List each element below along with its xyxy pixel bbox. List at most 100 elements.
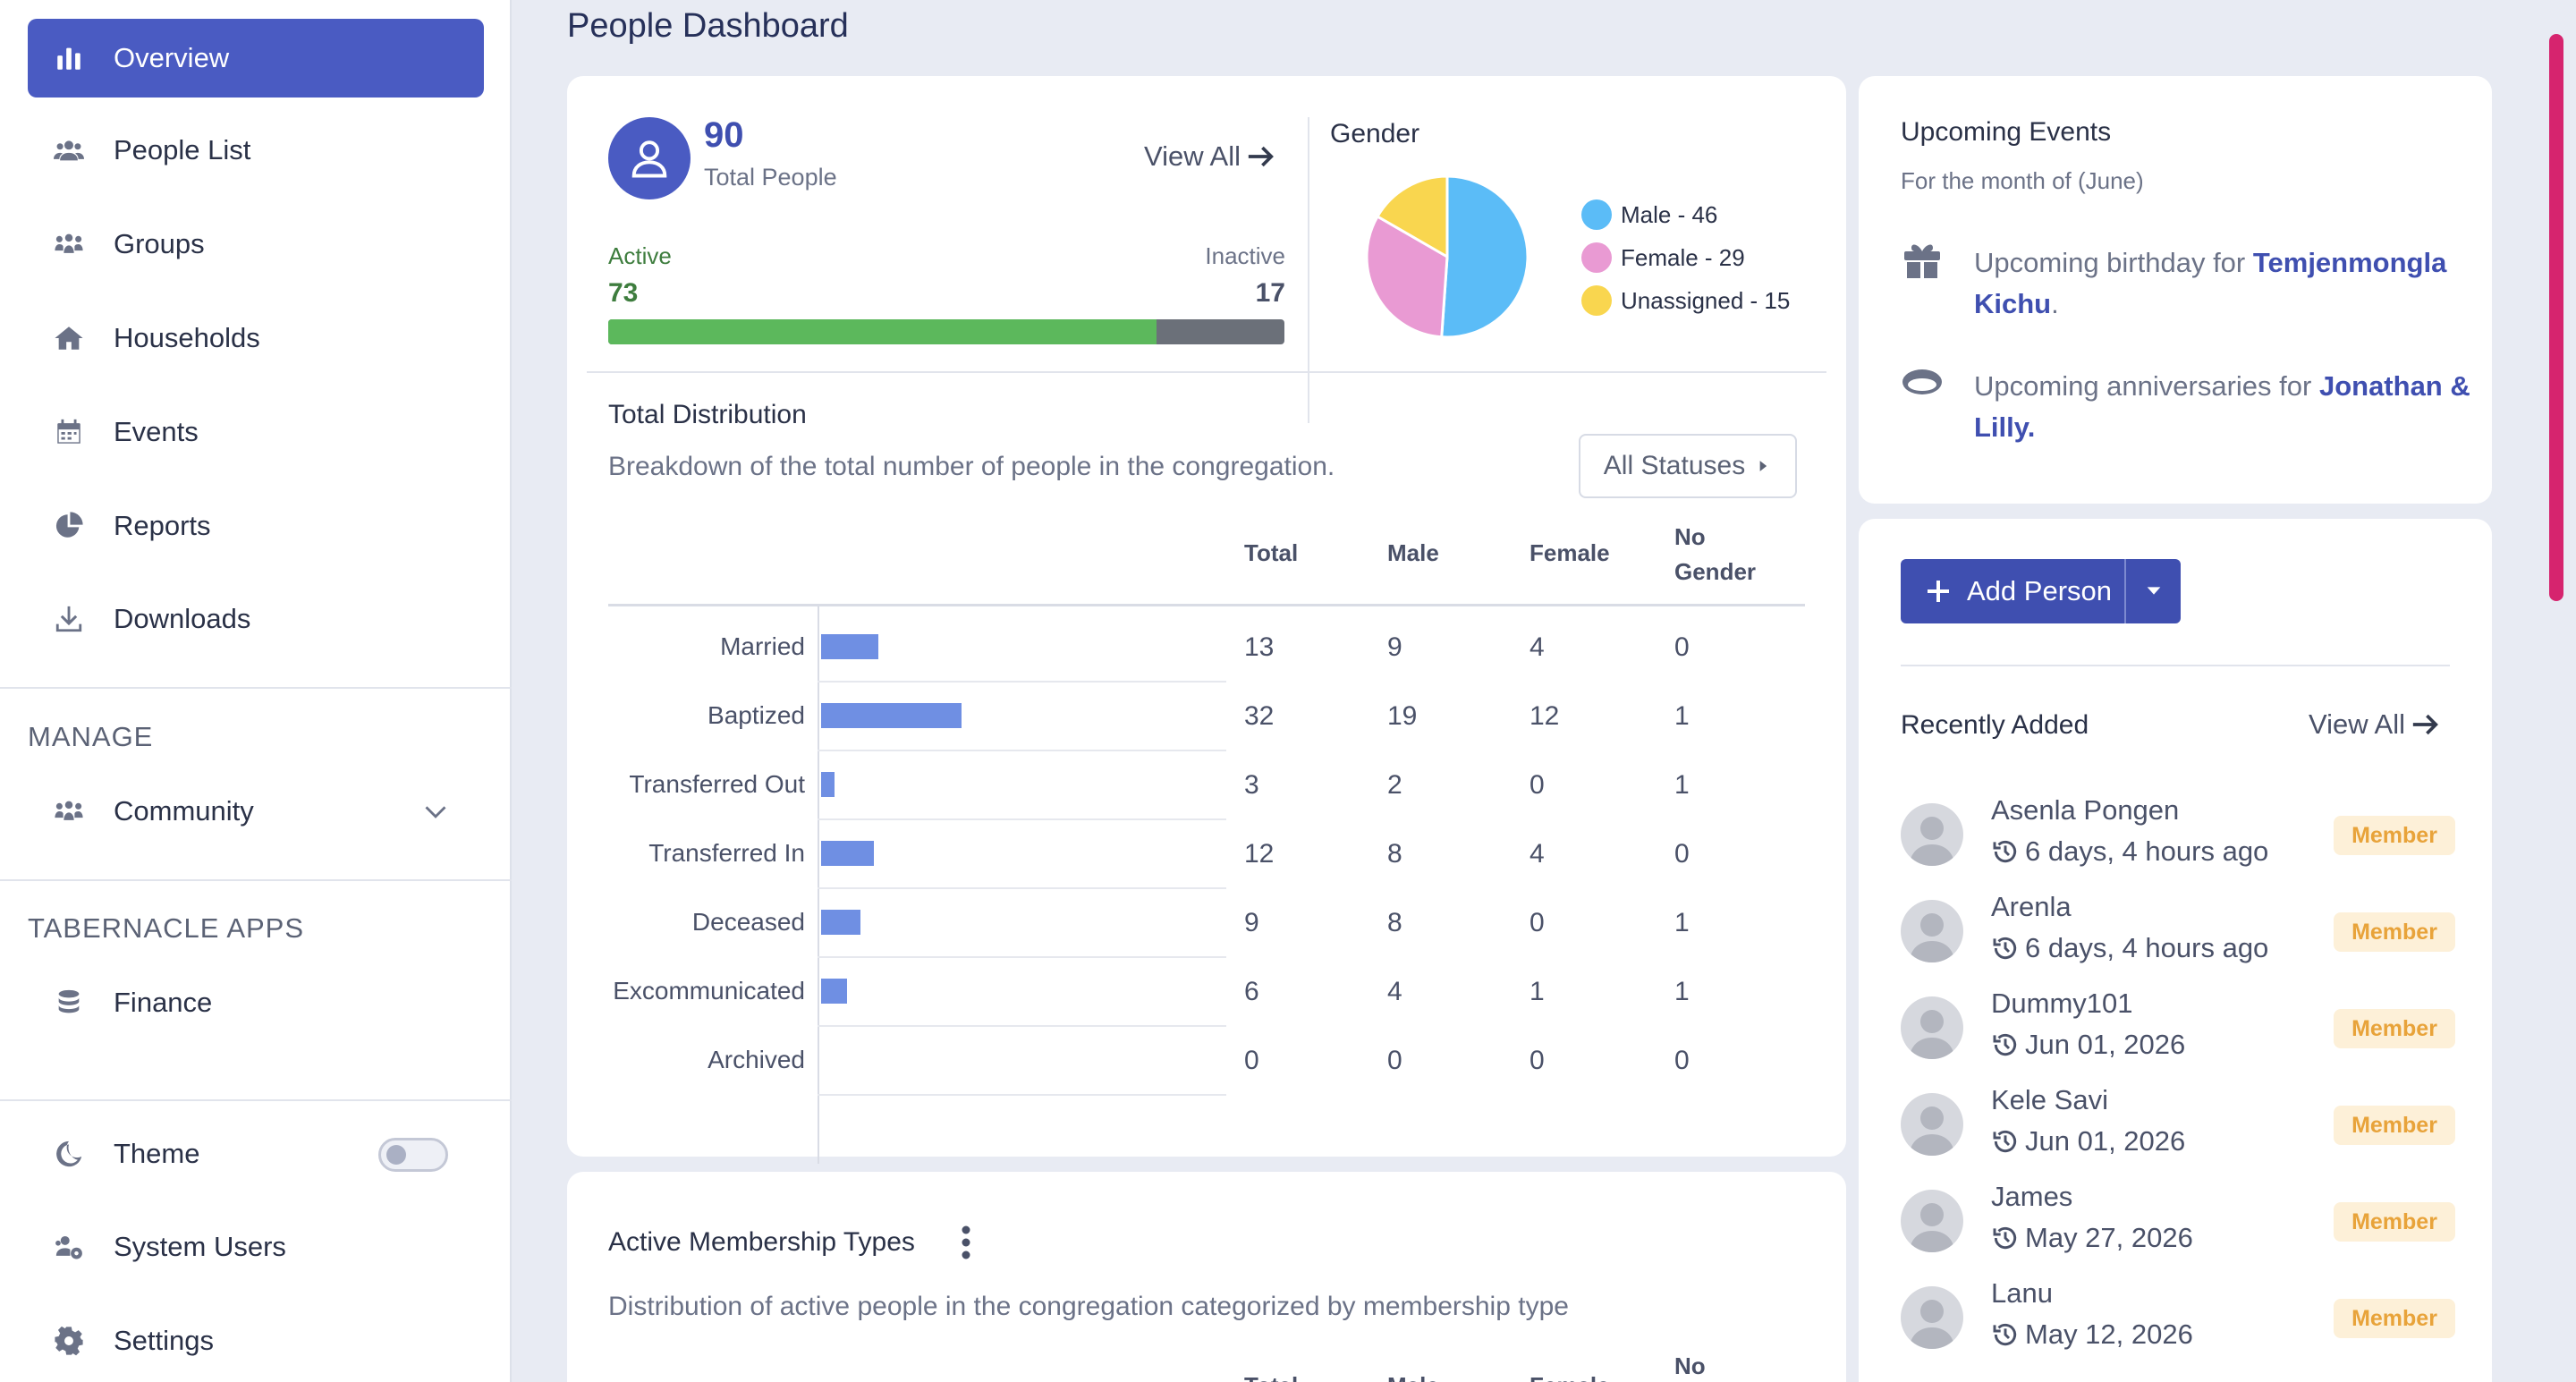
list-item[interactable]: Lanu May 12, 2026 Member (1901, 1277, 2455, 1367)
sidebar-item-label: Groups (114, 228, 205, 259)
person-added-time: 6 days, 4 hours ago (1991, 932, 2268, 964)
sidebar-item-finance[interactable]: Finance (28, 963, 484, 1042)
list-item[interactable]: Arenla 6 days, 4 hours ago Member (1901, 891, 2455, 980)
legend-unassigned: Unassigned - 15 (1581, 285, 1790, 316)
person-name[interactable]: Kele Savi (1991, 1084, 2108, 1115)
cell-female: 4 (1530, 632, 1545, 662)
cell-female: 1 (1530, 977, 1545, 1006)
cell-female: 12 (1530, 701, 1560, 731)
sidebar-item-downloads[interactable]: Downloads (28, 580, 484, 658)
sidebar-item-label: Households (114, 322, 260, 353)
history-icon (1993, 1226, 2017, 1250)
time-label: 6 days, 4 hours ago (2025, 835, 2269, 867)
sidebar-divider (0, 687, 512, 689)
col-total: Total (1244, 539, 1299, 566)
person-added-time: May 12, 2026 (1991, 1318, 2193, 1351)
list-item[interactable]: Asenla Pongen 6 days, 4 hours ago Member (1901, 794, 2455, 884)
distribution-title: Total Distribution (608, 400, 807, 429)
cell-total: 3 (1244, 770, 1259, 800)
membership-card: Active Membership Types Distribution of … (567, 1172, 1846, 1382)
view-all-recent-link[interactable]: View All (2309, 708, 2441, 741)
sidebar-item-community[interactable]: Community (28, 772, 484, 851)
row-divider (818, 1094, 1226, 1096)
chevron-down-icon[interactable] (423, 799, 448, 824)
col-female: Female (1530, 1372, 1610, 1382)
plus-icon (1928, 581, 1949, 602)
person-name[interactable]: Asenla Pongen (1991, 794, 2180, 826)
birthday-person-link[interactable]: Kichu (1974, 288, 2052, 319)
sidebar-item-groups[interactable]: Groups (28, 205, 484, 284)
section-label-apps: TABERNACLE APPS (28, 912, 305, 944)
sidebar-item-events[interactable]: Events (28, 393, 484, 471)
scrollbar-thumb[interactable] (2549, 34, 2563, 601)
sidebar-item-households[interactable]: Households (28, 299, 484, 377)
row-divider (818, 750, 1226, 751)
row-label: Transferred In (648, 839, 805, 867)
person-name[interactable]: Arenla (1991, 891, 2072, 922)
status-badge: Member (2334, 912, 2455, 952)
cell-total: 0 (1244, 1046, 1259, 1075)
pie-slice-unassigned (1376, 174, 1449, 259)
anniversary-person-link[interactable]: Jonathan (2318, 370, 2443, 402)
inactive-label: Inactive (1205, 242, 1285, 269)
anniversary-person-link[interactable]: & Lilly. (1974, 370, 2470, 443)
time-label: Jun 01, 2026 (2025, 1125, 2186, 1157)
sidebar-item-settings[interactable]: Settings (28, 1301, 484, 1380)
cell-female: 0 (1530, 1046, 1545, 1075)
distribution-bar (821, 841, 874, 866)
inactive-count: 17 (1255, 278, 1285, 308)
person-name[interactable]: James (1991, 1181, 2073, 1212)
row-label: Excommunicated (613, 977, 805, 1005)
vertical-divider (1308, 117, 1309, 423)
user-cog-icon (51, 1229, 87, 1265)
sidebar-item-overview[interactable]: Overview (28, 19, 484, 98)
time-label: May 27, 2026 (2025, 1222, 2193, 1253)
moon-icon (51, 1136, 87, 1172)
users-icon (51, 132, 87, 168)
cell-no-gender: 0 (1674, 632, 1690, 662)
birthday-suffix: . (2051, 288, 2059, 319)
ring-icon (1901, 360, 1944, 408)
col-no-gender-line2: Gender (1674, 558, 1757, 585)
events-subtitle: For the month of (June) (1901, 167, 2144, 194)
status-badge: Member (2334, 1106, 2455, 1145)
list-item[interactable]: Kele Savi Jun 01, 2026 Member (1901, 1084, 2455, 1174)
add-person-label: Add Person (1967, 575, 2112, 606)
distribution-bar (821, 979, 848, 1004)
view-all-people-link[interactable]: View All (1144, 140, 1276, 173)
anniversary-prefix: Upcoming anniversaries for (1974, 370, 2312, 402)
kebab-menu-icon[interactable] (961, 1225, 971, 1259)
sidebar-item-system-users[interactable]: System Users (28, 1208, 484, 1286)
sidebar-item-label: Theme (114, 1138, 200, 1169)
sidebar-divider (0, 879, 512, 881)
cell-no-gender: 0 (1674, 1046, 1690, 1075)
birthday-person-link[interactable]: Temjenmongla (2252, 247, 2447, 278)
caret-down-icon[interactable] (2144, 581, 2164, 600)
cell-male: 2 (1387, 770, 1402, 800)
caret-right-icon (1759, 461, 1767, 471)
col-no-gender: No (1674, 1352, 1706, 1379)
active-count: 73 (608, 278, 639, 308)
history-icon (1993, 1130, 2017, 1153)
theme-toggle[interactable] (378, 1138, 448, 1172)
status-filter-button[interactable]: All Statuses (1579, 434, 1797, 498)
list-item[interactable]: James May 27, 2026 Member (1901, 1181, 2455, 1270)
col-total: Total (1244, 1372, 1298, 1382)
avatar (1901, 1190, 1963, 1252)
cell-male: 8 (1387, 908, 1402, 937)
col-no-gender: No Gender (1674, 523, 1756, 586)
distribution-bar (821, 634, 878, 659)
active-progress-fill (608, 319, 1157, 344)
arrow-right-icon (2412, 714, 2438, 735)
sidebar-item-people-list[interactable]: People List (28, 111, 484, 190)
history-icon (1993, 1323, 2017, 1346)
person-name[interactable]: Dummy101 (1991, 988, 2133, 1019)
sidebar-item-reports[interactable]: Reports (28, 487, 484, 565)
sidebar-item-label: People List (114, 134, 251, 165)
list-item[interactable]: Dummy101 Jun 01, 2026 Member (1901, 988, 2455, 1077)
add-person-button[interactable]: Add Person (1901, 559, 2181, 623)
sidebar-item-label: Reports (114, 510, 211, 541)
time-label: 6 days, 4 hours ago (2025, 932, 2269, 963)
table-header-line (608, 604, 1805, 606)
person-name[interactable]: Lanu (1991, 1277, 2053, 1309)
